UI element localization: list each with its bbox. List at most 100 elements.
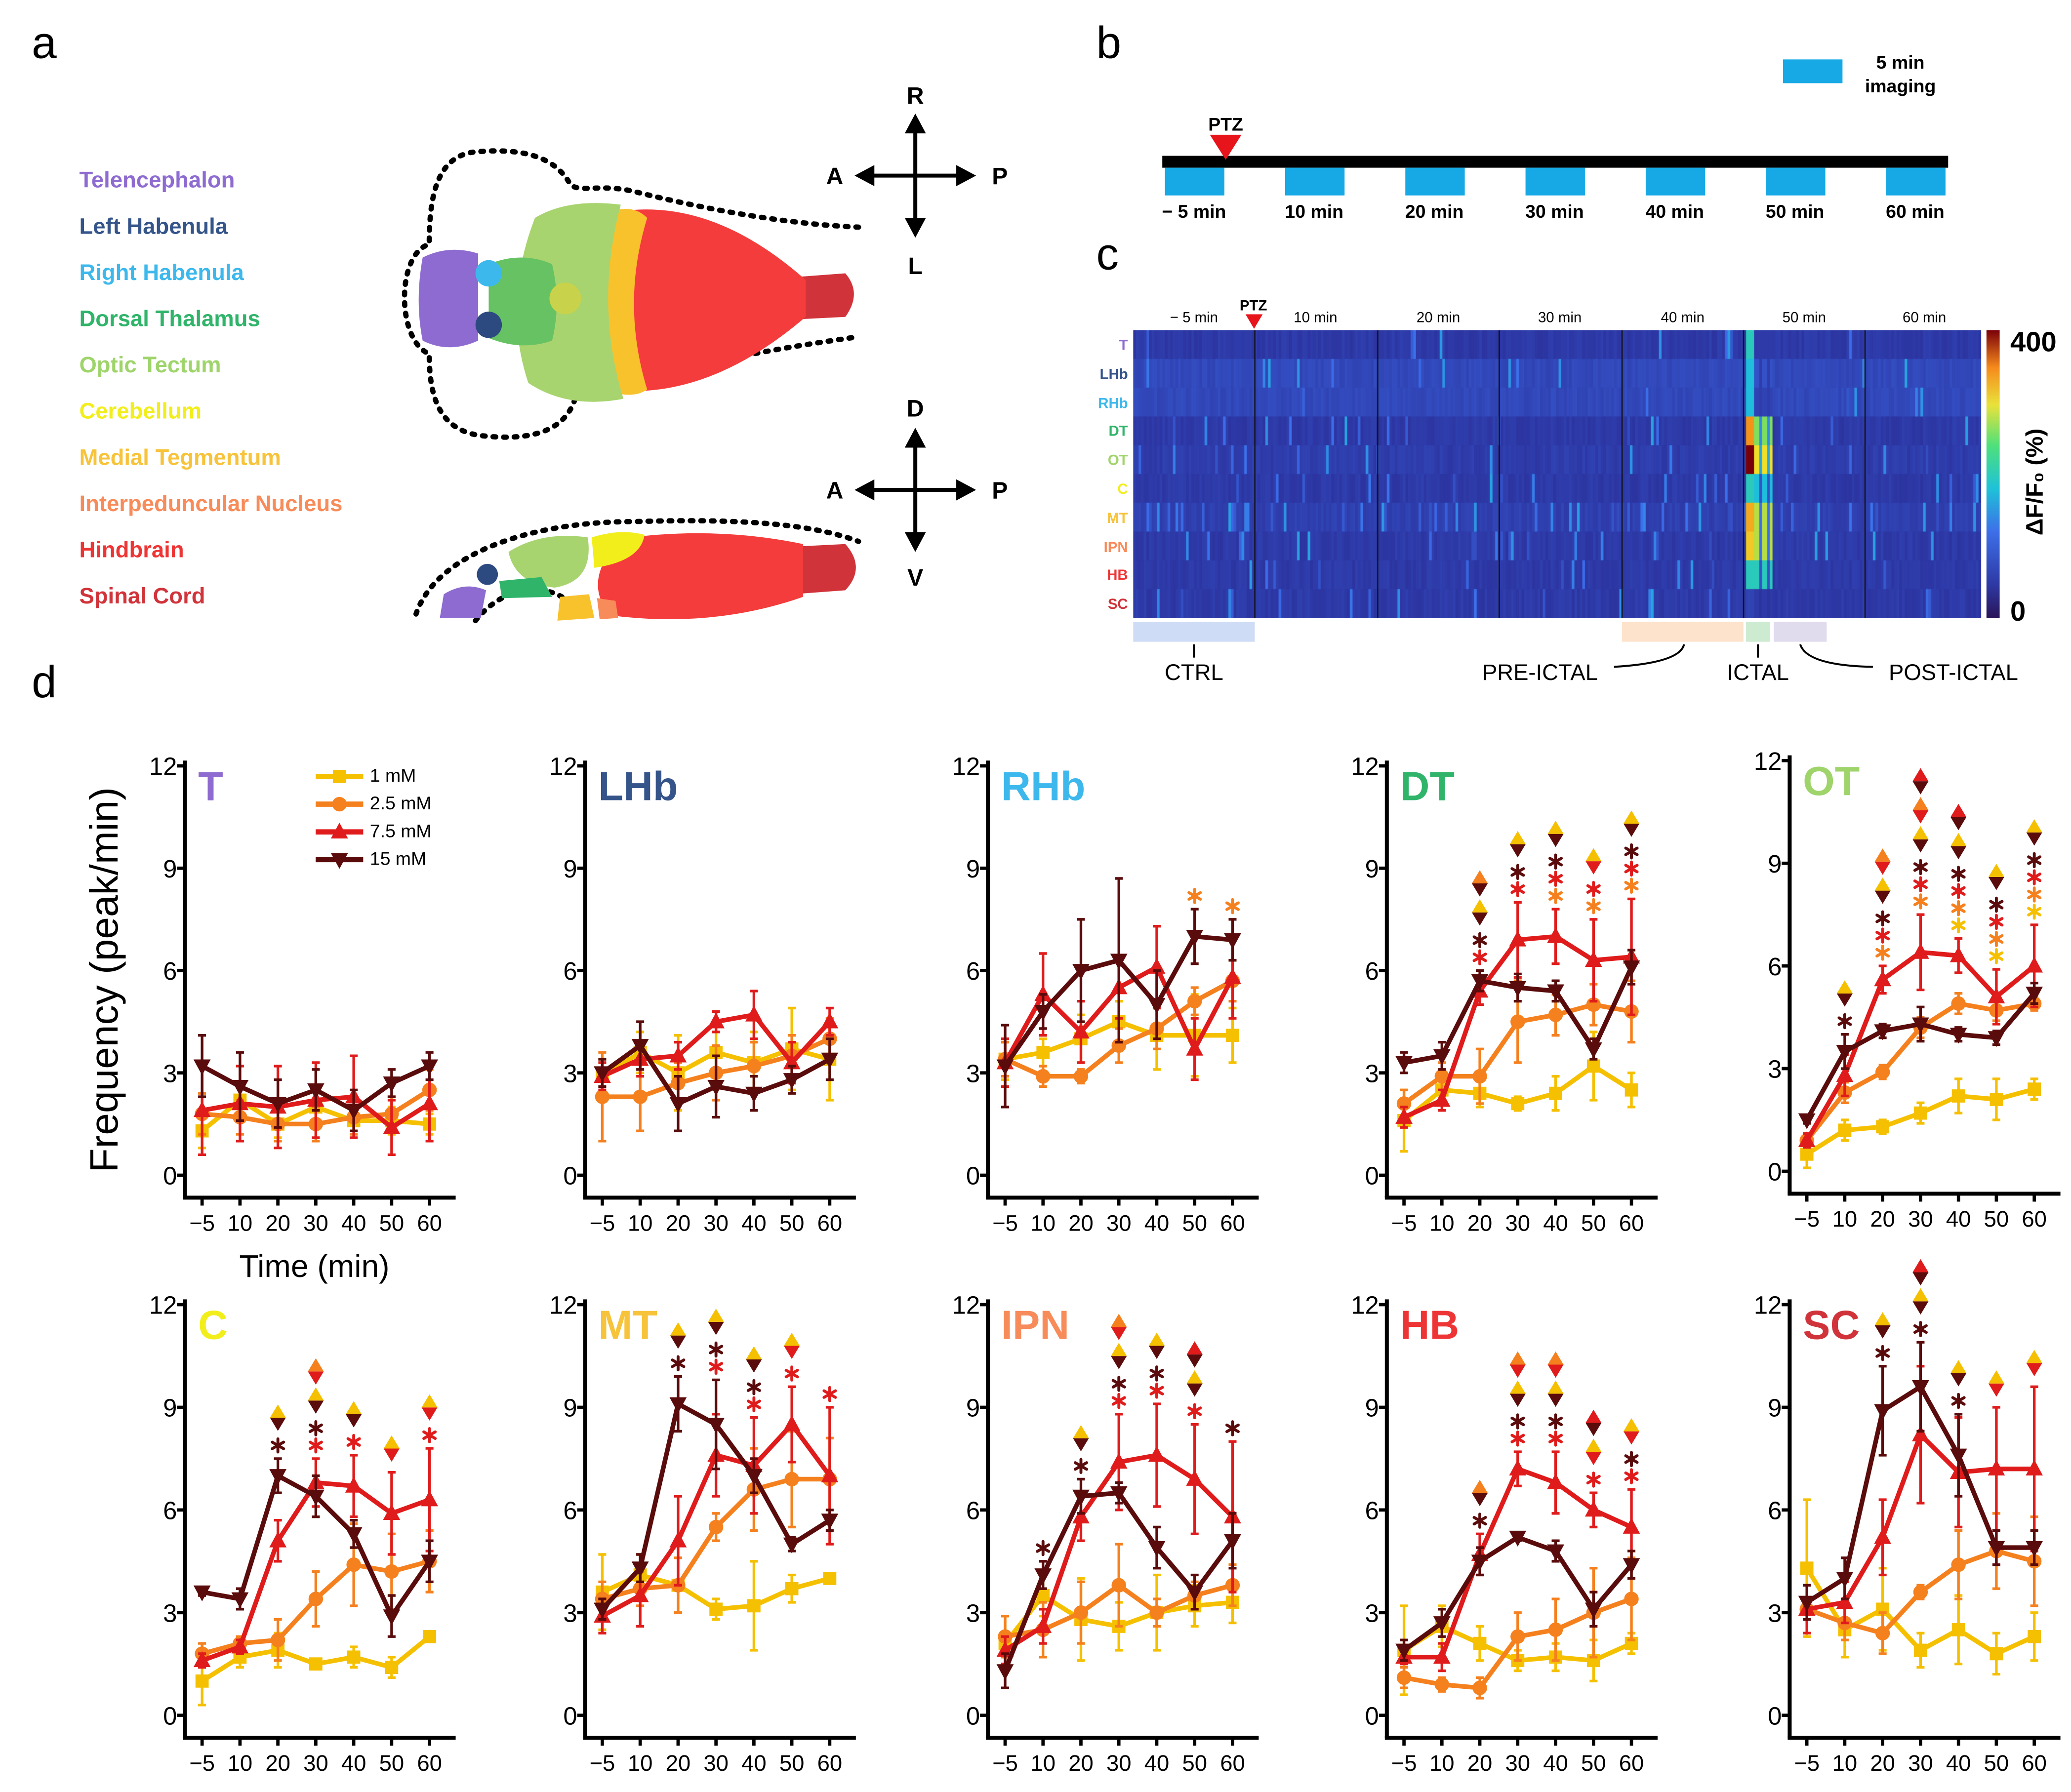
significance-triangle-up (346, 1401, 362, 1415)
data-point (1874, 1024, 1892, 1040)
significance-triangle-up (1585, 1409, 1602, 1423)
significance-triangle-up (1547, 820, 1564, 834)
timepoint-label: 20 min (1405, 200, 1464, 222)
data-point (1914, 1106, 1927, 1120)
x-tick-label: 50 (1182, 1751, 1207, 1776)
significance-triangle-down (1950, 846, 1967, 860)
data-point (821, 1513, 839, 1530)
x-tick-label: 50 (379, 1751, 405, 1776)
data-point (1874, 1528, 1892, 1544)
x-tick-label: 40 (741, 1751, 767, 1776)
chart-IPN: 0 3 6 9 12 −5 10 20 30 40 50 60 (952, 1291, 1259, 1776)
data-point (669, 1397, 687, 1413)
heatmap-time-label: − 5 min (1170, 310, 1218, 326)
imaging-block (1886, 167, 1946, 196)
y-tick-label: 12 (549, 753, 577, 781)
significance-triangle-up (308, 1358, 324, 1372)
data-point (1988, 1031, 2005, 1047)
legend-label: 2.5 mM (369, 792, 432, 814)
data-point (345, 1104, 363, 1120)
data-point (269, 1531, 287, 1548)
y-tick-label: 0 (563, 1702, 577, 1730)
heatmap-row-label: LHb (1099, 366, 1128, 383)
phase-bar-ctrl (1133, 622, 1255, 642)
significance-triangle-up (1472, 870, 1488, 883)
significance-triangle-up (1186, 1370, 1203, 1384)
significance-star (1073, 1458, 1089, 1474)
data-point (1912, 1017, 1929, 1034)
significance-star (1875, 927, 1890, 944)
significance-triangle-up (1624, 810, 1640, 824)
data-point (1472, 1680, 1487, 1695)
heatmap-time-label: 30 min (1538, 310, 1582, 326)
significance-triangle-down (421, 1407, 438, 1421)
significance-star (1989, 931, 2004, 947)
significance-star (1837, 1013, 1852, 1030)
significance-triangle-up (1912, 768, 1929, 782)
data-point (1186, 930, 1204, 946)
data-point (193, 1101, 211, 1117)
significance-triangle-up (421, 1394, 438, 1408)
data-point (1224, 1534, 1241, 1550)
significance-triangle-down (383, 1448, 400, 1462)
significance-star (1187, 1403, 1202, 1420)
legend-line-1: 5 min (1876, 51, 1925, 73)
y-tick-label: 12 (952, 753, 980, 781)
significance-star (1510, 881, 1525, 897)
x-tick-label: 20 (1068, 1210, 1094, 1235)
data-point (669, 1531, 687, 1548)
significance-triangle-down (1874, 861, 1891, 875)
x-tick-label: −5 (992, 1751, 1018, 1776)
significance-star (2027, 903, 2042, 920)
x-tick-label: 50 (1581, 1751, 1606, 1776)
data-point (1148, 998, 1166, 1014)
phase-label-ictal: ICTAL (1727, 660, 1789, 685)
significance-triangle-down (1585, 861, 1602, 875)
data-point (384, 1564, 399, 1579)
data-point (1395, 1056, 1413, 1072)
panel-b-label: b (1096, 18, 1122, 69)
y-tick-label: 6 (563, 957, 577, 985)
significance-star (1951, 917, 1966, 934)
data-point (1433, 1648, 1451, 1664)
significance-triangle-down (2026, 1363, 2042, 1376)
data-point (1396, 1670, 1412, 1685)
x-tick-label: 50 (1984, 1206, 2009, 1232)
imaging-block (1766, 167, 1826, 196)
data-point (1949, 1028, 1967, 1044)
significance-star (1913, 859, 1928, 876)
data-point (821, 1466, 839, 1482)
significance-triangle-down (1912, 839, 1929, 853)
x-tick-label: 40 (341, 1751, 366, 1776)
significance-triangle-down (308, 1400, 324, 1414)
significance-star (1472, 949, 1487, 966)
y-tick-label: 0 (1365, 1162, 1379, 1190)
data-point (1586, 1059, 1600, 1073)
data-point (2026, 987, 2043, 1003)
chart-title: RHb (1001, 763, 1086, 810)
x-tick-label: 30 (1505, 1751, 1531, 1776)
x-tick-label: 60 (1220, 1210, 1245, 1235)
data-point (1912, 943, 1929, 959)
significance-triangle-down (1624, 1431, 1640, 1445)
data-point (1584, 1501, 1602, 1517)
series-7_5mM (1395, 1450, 1640, 1673)
data-point (1473, 1636, 1487, 1650)
significance-star (709, 1358, 724, 1375)
significance-triangle-down (1111, 1356, 1127, 1369)
significance-star (1913, 893, 1928, 910)
data-point (193, 1059, 211, 1075)
y-tick-label: 3 (563, 1599, 577, 1627)
timepoint-label: 60 min (1886, 200, 1945, 222)
significance-triangle-up (1186, 1341, 1203, 1354)
compass-posterior-label-2: P (992, 477, 1008, 504)
heatmap-ptz-marker-icon (1245, 314, 1263, 329)
y-tick-label: 12 (149, 1291, 177, 1319)
significance-triangle-up (1547, 1351, 1564, 1365)
x-tick-label: 30 (303, 1751, 328, 1776)
significance-star (1472, 932, 1487, 949)
data-point (1547, 1473, 1564, 1489)
region-label: Right Habenula (79, 260, 244, 285)
significance-star (1548, 1430, 1563, 1447)
data-point (421, 1059, 438, 1075)
